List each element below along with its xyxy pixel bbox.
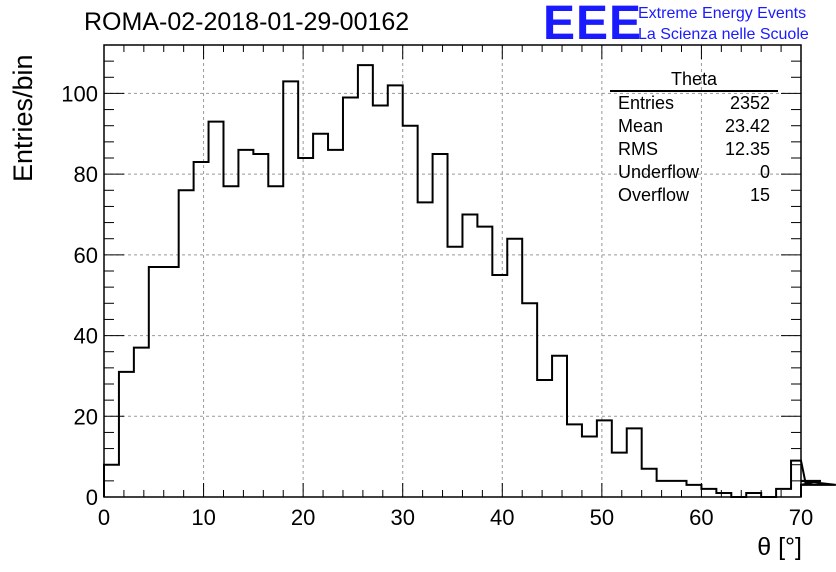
histogram-series: [103, 64, 836, 498]
stats-label: Underflow: [618, 162, 700, 182]
y-tick-label: 20: [74, 404, 98, 429]
x-tick-label: 20: [291, 505, 315, 530]
grid-lines: [104, 45, 801, 497]
y-tick-label: 100: [61, 81, 98, 106]
y-axis-label: Entries/bin: [8, 54, 38, 182]
x-tick-label: 10: [191, 505, 215, 530]
stats-row-mean: Mean 23.42: [610, 115, 778, 138]
stats-label: Mean: [618, 116, 664, 136]
y-tick-label: 80: [74, 162, 98, 187]
plot-frame: [103, 44, 802, 498]
stats-label: RMS: [618, 139, 658, 159]
stats-value: 12.35: [724, 139, 770, 159]
axis-ticks: [103, 44, 802, 498]
stats-value: 15: [749, 185, 770, 205]
stats-row-underflow: Underflow 0: [610, 161, 778, 184]
x-tick-label: 50: [590, 505, 614, 530]
x-tick-label: 30: [390, 505, 414, 530]
x-axis-label: θ [°]: [757, 533, 802, 561]
logo-line-1: Extreme Energy Events: [638, 5, 807, 22]
eee-logo: EEE: [543, 0, 643, 50]
y-tick-label: 60: [74, 243, 98, 268]
x-tick-label: 0: [98, 505, 110, 530]
stats-title: Theta: [610, 69, 778, 92]
x-tick-label: 70: [789, 505, 813, 530]
y-tick-label: 40: [74, 324, 98, 349]
chart-title: ROMA-02-2018-01-29-00162: [84, 8, 410, 36]
logo-line-2: La Scienza nelle Scuole: [638, 26, 809, 43]
x-tick-label: 60: [689, 505, 713, 530]
stats-value: 23.42: [724, 116, 770, 136]
tick-labels: 0 10 20 30 40 50 60 70 0 20 40 60 80 100: [61, 81, 813, 530]
stats-box: Theta Entries 2352 Mean 23.42 RMS 12.35 …: [610, 69, 778, 207]
x-tick-label: 40: [490, 505, 514, 530]
stats-row-rms: RMS 12.35: [610, 138, 778, 161]
stats-label: Overflow: [618, 185, 690, 205]
logo-caption: Extreme Energy Events La Scienza nelle S…: [638, 3, 809, 45]
stats-label: Entries: [618, 93, 675, 113]
stats-row-overflow: Overflow 15: [610, 184, 778, 207]
stats-row-entries: Entries 2352: [610, 92, 778, 115]
stats-value: 0: [759, 162, 770, 182]
y-tick-label: 0: [86, 485, 98, 510]
stats-value: 2352: [729, 93, 770, 113]
